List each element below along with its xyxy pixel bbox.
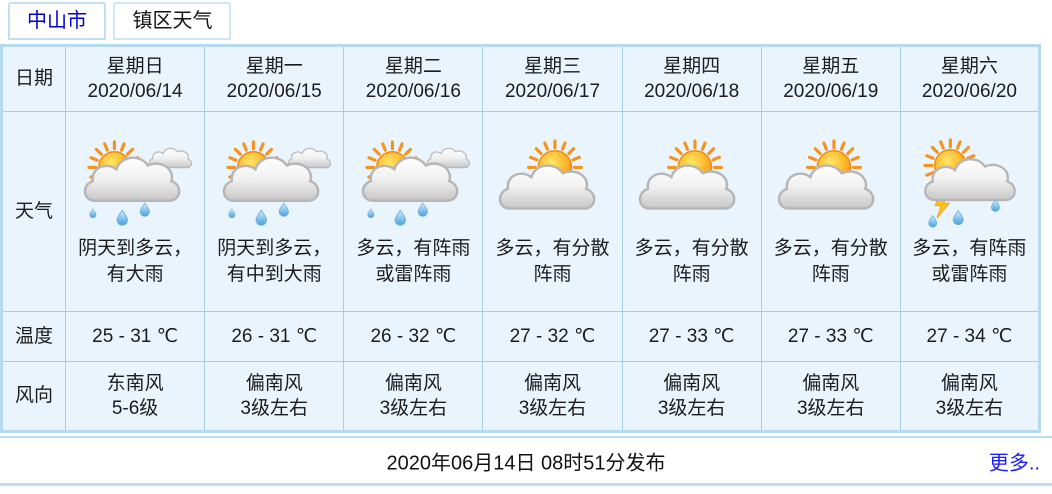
wind-scale: 3级左右 bbox=[935, 398, 1004, 419]
weekday: 星期四 bbox=[663, 55, 721, 77]
weekday: 星期二 bbox=[384, 55, 442, 77]
wind-cell: 偏南风 3级左右 bbox=[482, 361, 623, 432]
date-value: 2020/06/14 bbox=[87, 81, 183, 102]
wind-direction: 偏南风 bbox=[802, 372, 860, 394]
temperature-cell: 27 - 34 ℃ bbox=[899, 311, 1041, 362]
publish-timestamp: 2020年06月14日 08时51分发布 bbox=[386, 452, 666, 474]
temperature-cell: 27 - 33 ℃ bbox=[621, 311, 762, 362]
date-value: 2020/06/17 bbox=[504, 81, 601, 102]
wind-cell: 偏南风 3级左右 bbox=[899, 361, 1041, 432]
date-value: 2020/06/19 bbox=[783, 81, 879, 102]
weather-cell: 阴天到多云，有中到大雨 bbox=[204, 111, 345, 312]
weekday: 星期日 bbox=[106, 55, 164, 77]
wind-direction: 偏南风 bbox=[245, 372, 303, 394]
wind-direction: 偏南风 bbox=[663, 372, 721, 394]
date-value: 2020/06/20 bbox=[921, 81, 1017, 102]
weather-cell: 多云，有分散阵雨 bbox=[482, 111, 623, 312]
wind-cell: 偏南风 3级左右 bbox=[204, 361, 345, 432]
date-cell: 星期五 2020/06/19 bbox=[760, 45, 901, 112]
temperature-cell: 27 - 32 ℃ bbox=[482, 311, 623, 362]
sun-cloud-icon bbox=[628, 138, 756, 236]
wind-scale: 5-6级 bbox=[111, 398, 159, 419]
weather-row: 天气 阴天到多云，有大雨 阴天到多云，有中到大雨 多云，有阵雨或雷阵雨 多云，有… bbox=[1, 111, 1041, 312]
temperature-row: 温度 25 - 31 ℃ 26 - 31 ℃ 26 - 32 ℃ 27 - 32… bbox=[1, 311, 1041, 362]
wind-scale: 3级左右 bbox=[379, 398, 448, 419]
weather-text: 多云，有分散阵雨 bbox=[634, 238, 749, 285]
tab-bar: 中山市 镇区天气 bbox=[0, 0, 1052, 42]
weather-text: 多云，有阵雨或雷阵雨 bbox=[356, 238, 471, 285]
weather-cell: 多云，有分散阵雨 bbox=[760, 111, 901, 312]
sun-cloud-icon bbox=[767, 138, 895, 236]
temperature-cell: 25 - 31 ℃ bbox=[64, 311, 206, 362]
wind-scale: 3级左右 bbox=[240, 398, 308, 419]
temperature-cell: 26 - 31 ℃ bbox=[204, 311, 345, 362]
sun-clouds-rain-icon bbox=[349, 138, 477, 236]
weekday: 星期六 bbox=[940, 55, 998, 77]
weather-text: 多云，有分散阵雨 bbox=[773, 238, 888, 285]
date-value: 2020/06/15 bbox=[226, 81, 322, 102]
wind-cell: 偏南风 3级左右 bbox=[343, 361, 484, 432]
wind-cell: 偏南风 3级左右 bbox=[760, 361, 901, 432]
wind-direction: 偏南风 bbox=[523, 372, 581, 394]
weekday: 星期三 bbox=[523, 55, 581, 77]
more-link[interactable]: 更多.. bbox=[988, 452, 1040, 474]
date-cell: 星期四 2020/06/18 bbox=[621, 45, 762, 112]
footer-bar: 2020年06月14日 08时51分发布 更多.. bbox=[0, 436, 1052, 486]
tab-town-weather[interactable]: 镇区天气 bbox=[113, 2, 232, 40]
weekday: 星期一 bbox=[245, 55, 303, 77]
sun-clouds-rain-icon bbox=[210, 138, 338, 236]
date-cell: 星期日 2020/06/14 bbox=[64, 45, 206, 112]
wind-cell: 东南风 5-6级 bbox=[64, 361, 206, 432]
date-value: 2020/06/18 bbox=[644, 81, 740, 102]
row-label-date: 日期 bbox=[1, 45, 66, 112]
wind-scale: 3级左右 bbox=[518, 398, 587, 419]
wind-scale: 3级左右 bbox=[796, 398, 865, 419]
weather-text: 阴天到多云，有中到大雨 bbox=[217, 238, 332, 285]
weekday: 星期五 bbox=[802, 55, 860, 77]
date-cell: 星期六 2020/06/20 bbox=[899, 45, 1041, 112]
date-cell: 星期二 2020/06/16 bbox=[343, 45, 484, 112]
wind-row: 风向 东南风 5-6级 偏南风 3级左右 偏南风 3级左右 偏南风 3级左右 偏南风 3级… bbox=[1, 361, 1041, 432]
weather-text: 多云，有分散阵雨 bbox=[495, 238, 610, 285]
date-cell: 星期三 2020/06/17 bbox=[482, 45, 623, 112]
temperature-cell: 26 - 32 ℃ bbox=[343, 311, 484, 362]
wind-scale: 3级左右 bbox=[657, 398, 726, 419]
date-cell: 星期一 2020/06/15 bbox=[204, 45, 345, 112]
weather-cell: 多云，有阵雨或雷阵雨 bbox=[343, 111, 484, 312]
wind-cell: 偏南风 3级左右 bbox=[621, 361, 762, 432]
tab-zhongshan-city[interactable]: 中山市 bbox=[8, 2, 106, 40]
row-label-wind: 风向 bbox=[1, 361, 66, 432]
row-label-weather: 天气 bbox=[1, 111, 66, 312]
weather-cell: 多云，有阵雨或雷阵雨 bbox=[899, 111, 1041, 312]
sun-cloud-thunder-rain-icon bbox=[905, 138, 1033, 236]
temperature-cell: 27 - 33 ℃ bbox=[760, 311, 901, 362]
date-value: 2020/06/16 bbox=[365, 81, 461, 102]
wind-direction: 偏南风 bbox=[940, 372, 998, 394]
weather-text: 阴天到多云，有大雨 bbox=[78, 238, 193, 285]
sun-clouds-rain-icon bbox=[71, 138, 199, 236]
weather-cell: 阴天到多云，有大雨 bbox=[64, 111, 206, 312]
wind-direction: 东南风 bbox=[106, 372, 164, 394]
forecast-table: 日期 星期日 2020/06/14 星期一 2020/06/15 星期二 2020/0… bbox=[0, 44, 1041, 433]
row-label-temperature: 温度 bbox=[1, 311, 66, 362]
weather-text: 多云，有阵雨或雷阵雨 bbox=[912, 238, 1027, 285]
date-row: 日期 星期日 2020/06/14 星期一 2020/06/15 星期二 2020/0… bbox=[1, 45, 1041, 112]
wind-direction: 偏南风 bbox=[384, 372, 442, 394]
sun-cloud-icon bbox=[488, 138, 616, 236]
weather-cell: 多云，有分散阵雨 bbox=[621, 111, 762, 312]
